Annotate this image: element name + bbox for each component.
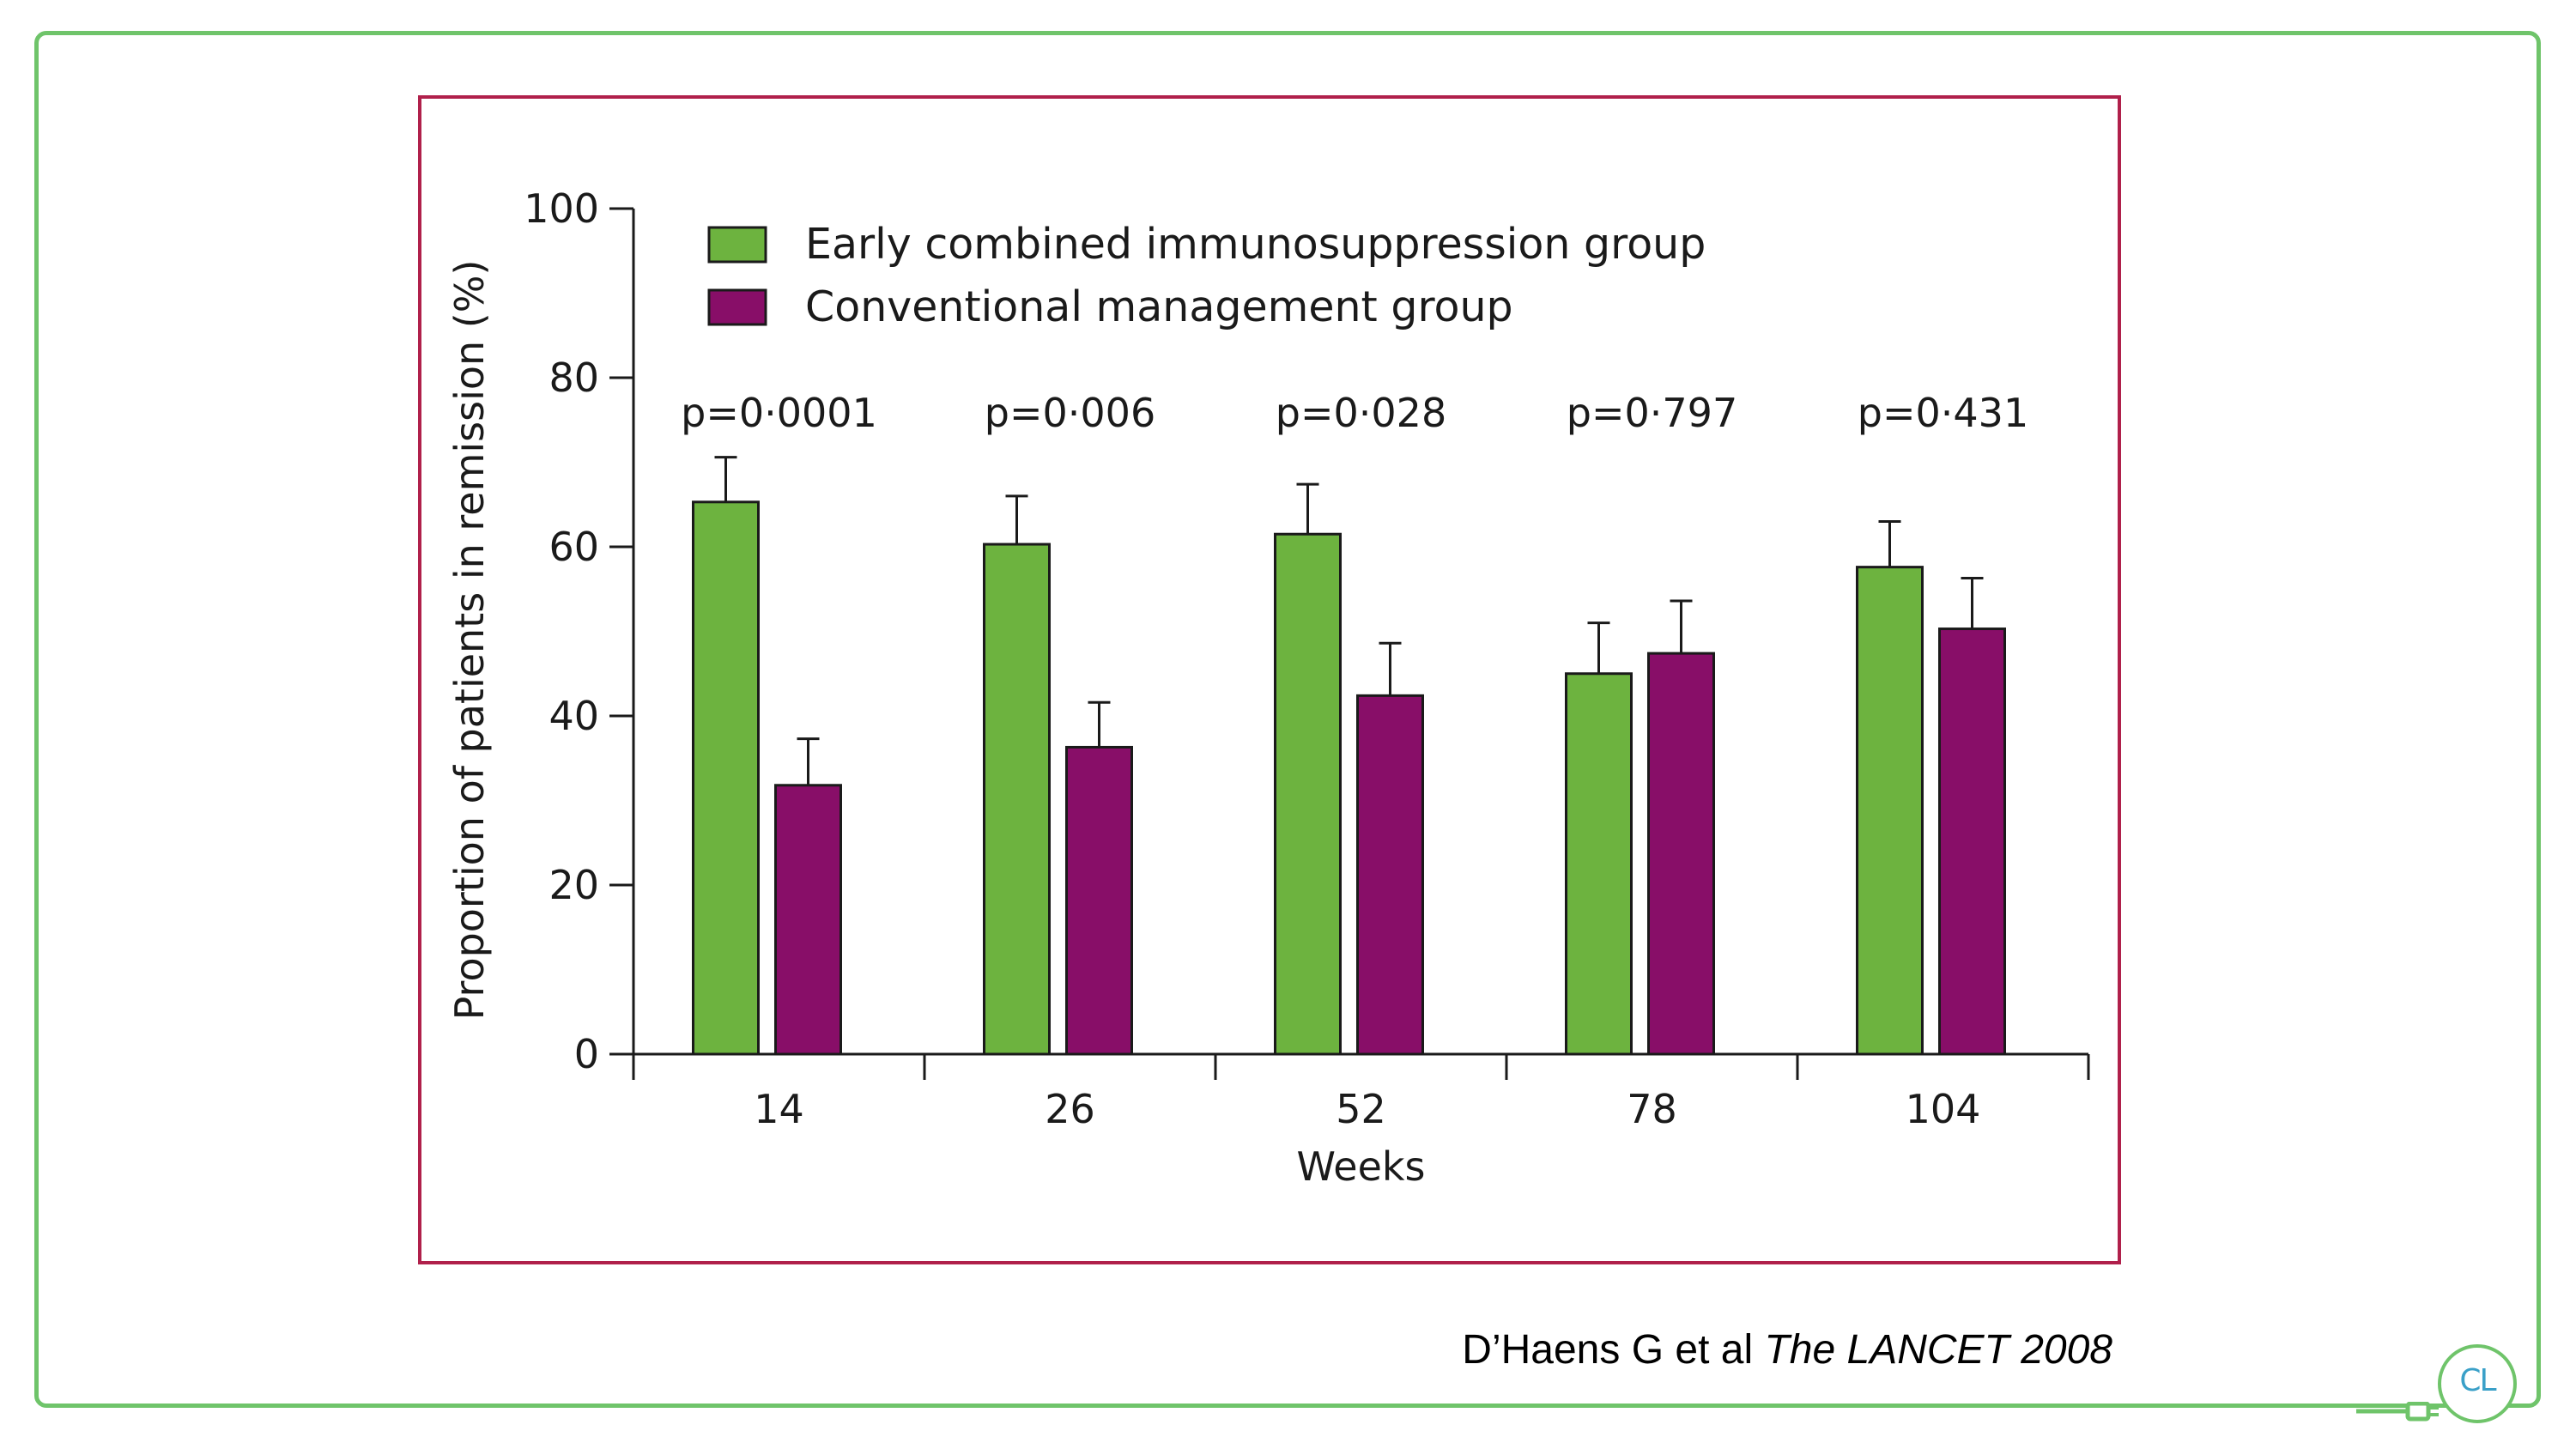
bar-early-week-52	[1274, 532, 1342, 1056]
bar-conventional-week-26	[1065, 745, 1133, 1056]
legend-swatch	[707, 288, 767, 326]
bar-conventional-week-52	[1356, 694, 1424, 1056]
bar-early-week-78	[1565, 672, 1633, 1056]
y-tick-label: 40	[549, 693, 599, 739]
y-axis-title: Proportion of patients in remission (%)	[446, 260, 493, 1021]
p-value-label: p=0·006	[985, 390, 1155, 436]
x-tick-label: 52	[1336, 1086, 1386, 1132]
bar-early-week-104	[1856, 566, 1924, 1056]
y-tick-label: 60	[549, 524, 599, 570]
legend-swatch	[707, 226, 767, 264]
citation: D’Haens G et al The LANCET 2008	[1462, 1326, 2112, 1373]
citation-journal: The LANCET 2008	[1764, 1327, 2112, 1373]
x-tick-label: 104	[1906, 1086, 1981, 1132]
x-tick-label: 78	[1627, 1086, 1677, 1132]
y-tick-label: 80	[549, 355, 599, 401]
y-tick-label: 20	[549, 862, 599, 908]
bar-conventional-week-78	[1647, 652, 1715, 1056]
clinic-logo: CL	[2438, 1344, 2517, 1423]
y-tick-label: 100	[524, 185, 599, 232]
logo-text: CL	[2459, 1363, 2496, 1398]
p-value-label: p=0·0001	[681, 390, 877, 436]
chart-panel: 0 20 40 60 80 100 Proportion of patients in re…	[418, 95, 2121, 1264]
bar-conventional-week-14	[774, 784, 842, 1056]
bar-chart: 0 20 40 60 80 100 Proportion of patients in re…	[446, 185, 2090, 1190]
p-value-label: p=0·028	[1276, 390, 1446, 436]
x-tick-label: 14	[754, 1086, 804, 1132]
legend-label: Conventional management group	[805, 282, 1513, 331]
y-tick-label: 0	[574, 1031, 599, 1077]
citation-authors: D’Haens G et al	[1462, 1327, 1754, 1373]
bar-conventional-week-104	[1938, 627, 2006, 1056]
x-tick-label: 26	[1045, 1086, 1095, 1132]
bar-early-week-26	[983, 543, 1051, 1056]
slide-frame	[34, 31, 2541, 1408]
x-axis-title: Weeks	[1297, 1143, 1426, 1190]
p-value-label: p=0·797	[1567, 390, 1737, 436]
p-value-label: p=0·431	[1858, 390, 2028, 436]
legend-label: Early combined immunosuppression group	[805, 220, 1706, 269]
plug-icon	[2356, 1402, 2439, 1422]
bar-early-week-14	[692, 500, 760, 1056]
